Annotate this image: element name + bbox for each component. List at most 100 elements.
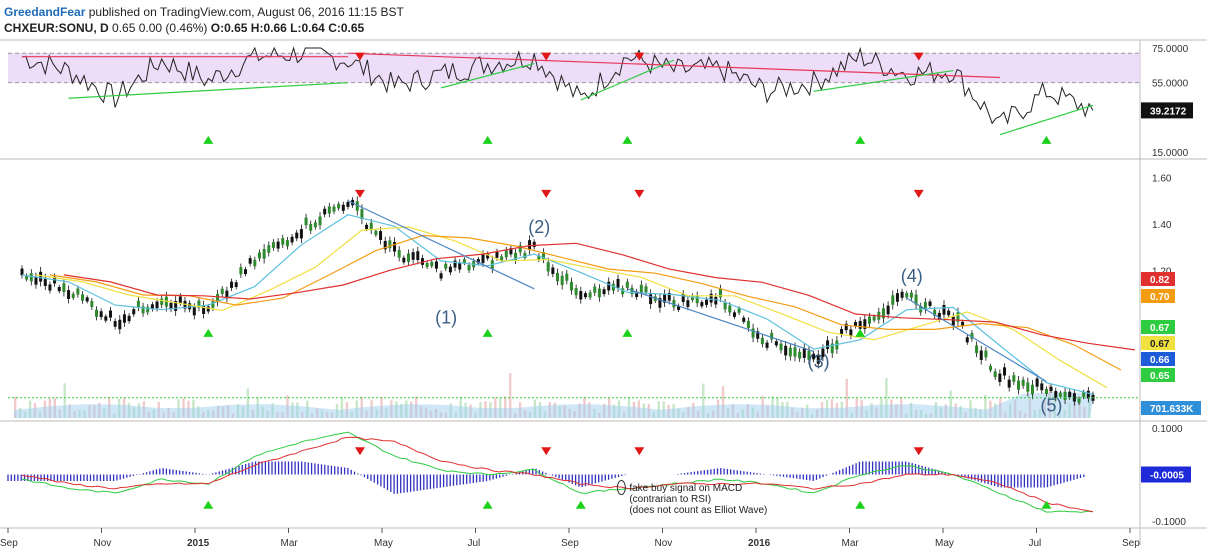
published-info: published on TradingView.com, August 06,… [88, 5, 404, 19]
close-value: C:0.65 [328, 21, 365, 35]
macd-panel[interactable]: fake buy signal on MACD(contrarian to RS… [7, 424, 1191, 528]
price-candle [742, 317, 746, 322]
price-candle [122, 314, 126, 323]
price-candle [942, 305, 946, 315]
price-candle [425, 262, 429, 268]
price-candle [355, 201, 359, 211]
price-tag-label: 701.633K [1150, 404, 1194, 415]
volume-bar [702, 383, 705, 418]
price-candle [192, 307, 196, 316]
sell-signal-marker [634, 189, 645, 198]
elliott-wave-label: (5) [1040, 396, 1062, 416]
price-candle [667, 292, 671, 301]
price-candle [90, 301, 94, 307]
price-candle [993, 371, 997, 378]
price-candle [947, 310, 951, 316]
price-candle [751, 328, 755, 338]
price-candle [900, 291, 904, 298]
price-candle [430, 261, 434, 267]
price-candle [649, 294, 653, 305]
high-value: H:0.66 [250, 21, 287, 35]
moving-average-line [49, 234, 1122, 371]
rsi-tick-label: 55.0000 [1152, 79, 1189, 90]
price-candle [388, 240, 392, 249]
price-candle [43, 277, 47, 286]
macd-annotation: (contrarian to RSI) [629, 494, 711, 505]
price-candle [672, 300, 676, 308]
buy-signal-marker [622, 328, 633, 337]
open-value: O:0.65 [210, 21, 248, 35]
rsi-line [21, 46, 1094, 125]
price-candle [332, 206, 336, 212]
price-candle [784, 345, 788, 356]
price-candle [802, 348, 806, 358]
price-candle [453, 260, 457, 268]
price-candle [695, 295, 699, 304]
elliott-wave-label: (3) [808, 352, 830, 372]
macd-annotation: (does not count as Elliot Wave) [629, 505, 767, 516]
buy-signal-marker [1041, 135, 1052, 144]
price-candle [225, 290, 229, 299]
volume-bar [246, 388, 250, 418]
price-candle [406, 253, 410, 262]
price-candle [197, 300, 201, 308]
price-candle [374, 230, 378, 235]
price-candle [583, 293, 587, 298]
price-candle [295, 232, 299, 239]
time-axis-label: 2015 [187, 538, 210, 549]
price-candle [840, 328, 844, 335]
price-candle [705, 299, 709, 305]
price-candle [677, 305, 681, 310]
price-candle [663, 293, 667, 303]
price-candle [770, 332, 774, 340]
buy-signal-marker [482, 135, 493, 144]
price-candle [956, 312, 960, 322]
price-candle [1086, 390, 1090, 399]
price-candle [891, 295, 895, 305]
price-candle [481, 254, 485, 263]
price-candle [1077, 398, 1081, 403]
price-candle [872, 316, 876, 321]
price-candle [546, 262, 550, 272]
price-candle [267, 245, 271, 253]
price-candle [970, 333, 974, 339]
price-candle [1040, 383, 1044, 391]
price-candle [211, 301, 215, 308]
price-candle [923, 301, 927, 310]
price-candle [234, 282, 238, 288]
panel-borders [0, 39, 1207, 545]
price-candle [1072, 393, 1076, 402]
price-candle [188, 303, 192, 310]
rsi-trendline [440, 63, 535, 89]
price-candle [849, 329, 853, 336]
price-candle [1082, 392, 1086, 397]
volume-bar [504, 396, 507, 418]
price-tag-box [1141, 320, 1175, 334]
price-candle [998, 373, 1002, 382]
price-tag-box [1141, 272, 1175, 286]
author-name[interactable]: GreedandFear [4, 5, 86, 19]
price-candle [20, 268, 24, 276]
volume-bar [721, 386, 725, 418]
sell-signal-marker [354, 189, 365, 198]
price-candle [1063, 391, 1067, 401]
rsi-band [8, 53, 1140, 83]
price-candle [644, 286, 648, 293]
price-candle [807, 350, 811, 360]
price-candle [975, 345, 979, 354]
price-candle [826, 340, 830, 350]
price-tag-box [1141, 289, 1175, 303]
price-candle [411, 252, 415, 260]
price-candle [714, 296, 718, 305]
price-candle [588, 292, 592, 298]
sell-signal-marker [913, 52, 924, 61]
rsi-panel[interactable]: 75.0000 55.0000 15.0000 39.2172 [8, 44, 1193, 159]
price-panel[interactable]: (1)(2)(3)(4)(5)1.601.401.200.600.820.700… [8, 174, 1201, 418]
price-candle [1026, 382, 1030, 392]
price-candle [462, 259, 466, 264]
price-candle [383, 240, 387, 250]
price-candle [108, 310, 112, 318]
volume-bar [984, 394, 987, 418]
time-axis-label: 2016 [748, 538, 771, 549]
